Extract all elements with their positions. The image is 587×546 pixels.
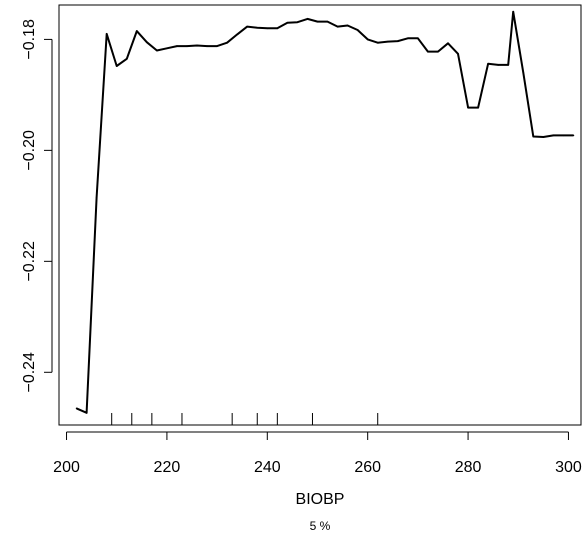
data-point	[532, 135, 535, 138]
data-point	[226, 41, 228, 44]
data-point	[336, 25, 339, 28]
data-point	[467, 106, 469, 109]
data-point	[512, 10, 515, 13]
data-point	[166, 47, 168, 50]
y-tick-label: −0.22	[21, 241, 38, 282]
data-point	[346, 24, 349, 27]
data-point	[407, 37, 409, 40]
rug-marks	[111, 413, 379, 425]
data-point	[356, 29, 359, 31]
data-point	[236, 33, 238, 36]
data-point	[186, 45, 188, 47]
data-point	[276, 27, 279, 30]
x-tick-label: 280	[455, 459, 482, 476]
data-point	[427, 50, 429, 53]
data-point	[125, 58, 128, 60]
data-point	[326, 20, 329, 23]
data-point	[316, 20, 319, 23]
y-tick-label: −0.24	[21, 352, 38, 393]
data-point	[246, 25, 249, 28]
plot-frame	[58, 4, 582, 426]
data-point	[105, 33, 108, 35]
data-point	[256, 26, 259, 29]
data-point	[196, 44, 198, 47]
data-point	[396, 40, 399, 42]
data-point	[135, 30, 138, 32]
series-line	[76, 10, 574, 414]
y-tick-label: −0.18	[21, 19, 38, 60]
y-axis: −0.24 −0.22 −0.20 −0.18	[21, 19, 53, 393]
data-point	[457, 53, 459, 55]
data-point	[156, 49, 158, 52]
data-point	[542, 136, 545, 138]
data-point	[376, 41, 379, 44]
data-point	[266, 27, 269, 30]
data-point	[447, 42, 449, 45]
data-point	[216, 45, 218, 47]
data-point	[95, 196, 98, 199]
data-point	[562, 134, 565, 137]
data-point	[552, 134, 555, 137]
x-tick-label: 200	[53, 459, 80, 476]
x-tick-label: 220	[154, 459, 181, 476]
data-point	[487, 63, 489, 65]
chart-subtitle: 5 %	[310, 519, 331, 533]
data-point	[386, 40, 389, 43]
y-tick-label: −0.20	[21, 130, 38, 171]
data-point	[306, 18, 309, 20]
data-point	[115, 65, 118, 67]
data-point	[286, 21, 289, 24]
data-point	[477, 106, 479, 109]
x-axis-title: BIOBP	[296, 491, 345, 508]
series-group	[75, 10, 575, 414]
data-point	[296, 21, 299, 23]
data-point	[497, 64, 499, 66]
data-point	[417, 37, 419, 40]
data-point	[366, 38, 369, 41]
data-point	[572, 134, 575, 137]
data-point	[75, 407, 78, 410]
x-tick-label: 300	[555, 459, 582, 476]
data-point	[437, 50, 439, 53]
data-point	[85, 411, 88, 414]
data-point	[522, 71, 525, 74]
data-point	[206, 45, 208, 47]
x-tick-label: 260	[354, 459, 381, 476]
x-tick-label: 240	[254, 459, 281, 476]
data-point	[507, 64, 510, 66]
data-point	[146, 41, 148, 43]
x-axis: 200 220 240 260 280 300	[53, 431, 582, 476]
data-point	[176, 45, 178, 47]
